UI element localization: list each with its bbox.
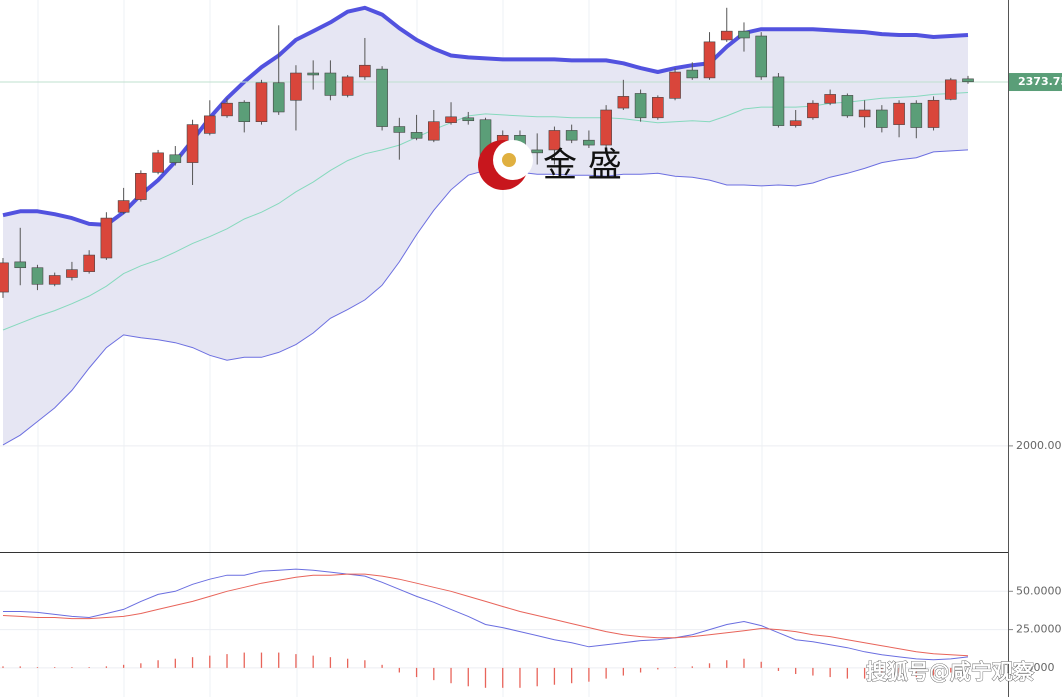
candle-body <box>772 76 785 126</box>
indicator-line <box>3 568 969 661</box>
candle-body <box>100 217 113 259</box>
candle-body <box>789 120 802 126</box>
candle-body <box>462 117 475 122</box>
candle-body <box>962 78 974 83</box>
candle-body <box>83 254 95 272</box>
last-price-box <box>1009 73 1062 92</box>
candle-body <box>720 30 733 41</box>
candle-body <box>307 72 319 76</box>
candle-body <box>600 109 612 146</box>
candle-body <box>48 275 61 285</box>
candle-body <box>445 116 457 123</box>
candle-body <box>893 102 905 125</box>
band-upper <box>2 5 969 227</box>
candle-body <box>135 172 147 200</box>
source-watermark: 搜狐号@咸宁观察 <box>866 660 1035 684</box>
candle-body <box>617 96 630 109</box>
candle-body <box>944 79 957 100</box>
candle-body <box>238 101 251 122</box>
y-tick-label: 0.0000 <box>1016 661 1055 674</box>
candle-body <box>703 41 716 79</box>
candle-body <box>565 130 578 141</box>
last-price-label: 2373.75 <box>1018 75 1062 88</box>
candle-body <box>548 130 561 151</box>
candle-body <box>824 94 836 104</box>
candle-body <box>876 109 888 128</box>
candle-body <box>807 102 819 119</box>
candle-body <box>669 71 681 99</box>
candle-body <box>66 269 78 278</box>
candle-body <box>531 149 543 154</box>
candle-body <box>410 132 423 139</box>
candle-body <box>686 69 699 79</box>
logo-text: 金 盛 <box>543 146 622 186</box>
candle-body <box>927 99 940 128</box>
candle-body <box>324 72 337 96</box>
candle-body <box>841 95 854 117</box>
candle-body <box>376 68 388 127</box>
candle-body <box>152 152 164 173</box>
candle-body <box>31 267 44 285</box>
candle-body <box>359 64 371 78</box>
candle-body <box>393 126 406 133</box>
candle-body <box>117 200 130 213</box>
candle-body <box>272 82 285 113</box>
candle-body <box>858 109 871 118</box>
candle-body <box>0 262 9 293</box>
candle-body <box>186 124 199 163</box>
candle-body <box>428 121 440 141</box>
y-tick-label: 25.0000 <box>1016 623 1062 636</box>
candle-body <box>738 30 750 39</box>
logo-part <box>502 153 516 167</box>
candle-body <box>169 154 182 163</box>
candle-body <box>755 35 768 78</box>
y-tick-label: 50.0000 <box>1016 584 1062 597</box>
y-tick-label: 2000.00 <box>1016 439 1062 452</box>
candle-body <box>255 82 268 122</box>
candle-body <box>14 261 27 269</box>
logo-icon <box>478 140 533 190</box>
candle-body <box>583 139 595 146</box>
candle-body <box>341 76 354 96</box>
candle-body <box>290 72 302 101</box>
candle-body <box>652 97 664 119</box>
candle-body <box>634 93 647 119</box>
candle-body <box>221 102 233 117</box>
indicator-line <box>2 573 969 657</box>
candle-body <box>910 102 923 128</box>
candle-body <box>203 115 216 134</box>
